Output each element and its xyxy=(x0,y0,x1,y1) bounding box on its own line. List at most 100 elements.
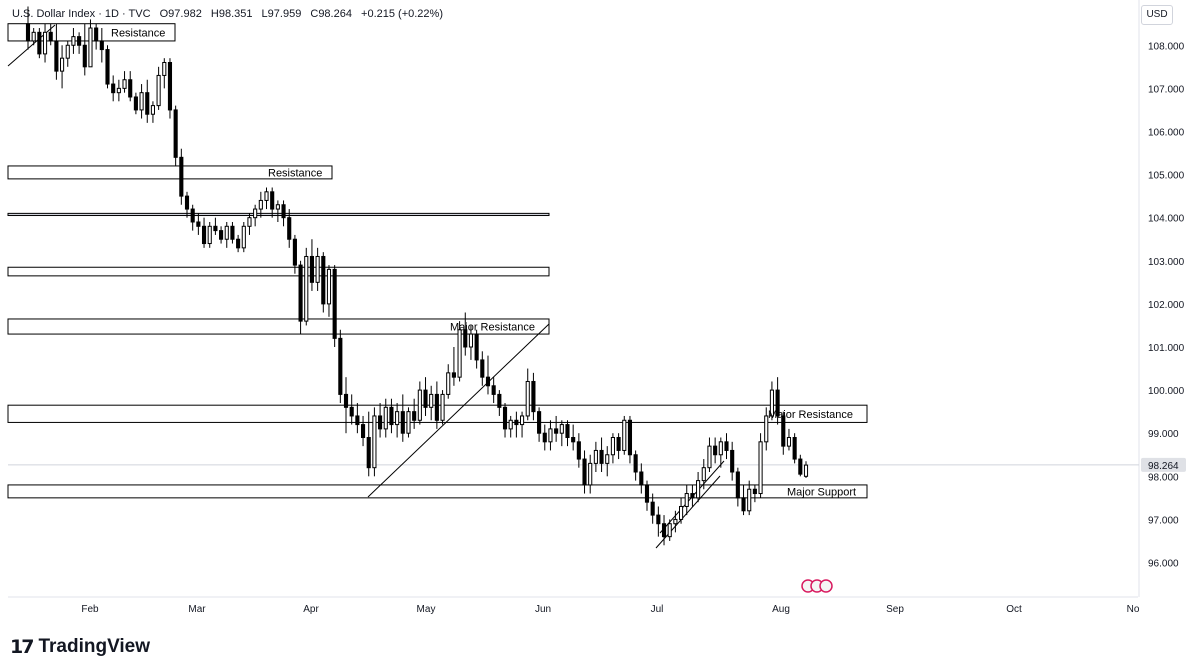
candle xyxy=(360,415,366,447)
candle xyxy=(236,234,241,253)
y-tick-label: 100.000 xyxy=(1148,386,1185,397)
candle-body xyxy=(468,333,474,348)
candle xyxy=(576,433,581,468)
candle xyxy=(133,92,138,115)
candle-body xyxy=(99,40,104,51)
candle xyxy=(389,398,394,434)
price-chart[interactable]: 108.000 107.000 106.000 105.000 104.000 103.0… xyxy=(0,0,1200,625)
x-tick-label: Feb xyxy=(81,604,99,615)
candle xyxy=(542,424,547,451)
candle xyxy=(519,411,525,438)
candle xyxy=(349,394,354,425)
candle-body xyxy=(287,217,292,240)
candle-body xyxy=(88,27,93,68)
candle-body xyxy=(588,462,593,486)
candle-body xyxy=(349,406,354,417)
candle-body xyxy=(735,471,740,499)
candle xyxy=(633,450,638,481)
zone-label: Major Support xyxy=(787,486,856,498)
candle xyxy=(94,23,99,50)
candle xyxy=(207,221,212,248)
candle xyxy=(150,101,155,123)
candle-body xyxy=(167,62,173,111)
zone-label: Major Resistance xyxy=(450,322,535,334)
candle-body xyxy=(451,372,456,378)
candle xyxy=(429,385,434,421)
candle-body xyxy=(474,333,479,361)
candle-body xyxy=(627,419,633,456)
currency-button[interactable]: USD xyxy=(1141,5,1173,25)
candle-body xyxy=(548,428,553,443)
candle-body xyxy=(576,441,581,460)
high-value: H98.351 xyxy=(210,8,253,20)
candle-body xyxy=(378,415,383,430)
candle xyxy=(747,480,752,516)
candle-body xyxy=(145,92,150,115)
candle xyxy=(468,325,474,360)
zone-rect xyxy=(7,318,550,335)
candle xyxy=(60,45,65,89)
candle xyxy=(525,368,530,421)
candle xyxy=(752,484,757,503)
candle-body xyxy=(593,449,598,464)
candle xyxy=(605,446,610,477)
y-tick-label: 103.000 xyxy=(1148,257,1185,268)
candle-body xyxy=(480,359,485,378)
candle-body xyxy=(94,27,99,42)
candle xyxy=(230,221,235,244)
candle xyxy=(201,217,207,248)
candle xyxy=(684,484,689,516)
candle xyxy=(241,221,246,253)
candle-body xyxy=(446,372,451,395)
candle-body xyxy=(190,208,195,223)
candle-body xyxy=(60,57,65,72)
candle xyxy=(701,459,706,490)
candle-body xyxy=(554,428,559,434)
candle-body xyxy=(82,44,87,68)
candle-body xyxy=(582,458,587,486)
candle xyxy=(332,265,337,347)
candle xyxy=(616,433,621,460)
candle-body xyxy=(724,441,729,451)
candle xyxy=(769,381,774,421)
candle xyxy=(775,377,780,425)
candle-body xyxy=(718,441,723,456)
candle xyxy=(661,515,667,546)
candle xyxy=(253,204,258,227)
candle xyxy=(548,420,553,451)
candle xyxy=(270,187,275,218)
open-value: O97.982 xyxy=(159,8,202,20)
candle xyxy=(412,398,417,429)
candle xyxy=(446,364,451,399)
candle-body xyxy=(406,411,411,434)
candle xyxy=(786,428,792,451)
candle xyxy=(122,71,127,93)
candle xyxy=(116,79,121,102)
candle-body xyxy=(219,230,224,240)
candle-body xyxy=(213,225,218,232)
candle xyxy=(298,260,303,335)
candle xyxy=(559,420,564,447)
candle xyxy=(582,450,587,494)
candle-body xyxy=(400,411,405,434)
candle xyxy=(366,411,371,477)
candle xyxy=(440,390,445,425)
candle-body xyxy=(372,415,377,469)
y-tick-label: 105.000 xyxy=(1148,171,1185,182)
x-tick-label: May xyxy=(417,604,436,615)
candle-body xyxy=(412,411,417,421)
x-tick-label: Oct xyxy=(1006,604,1022,615)
candle-body xyxy=(25,23,31,42)
candle-body xyxy=(730,449,735,473)
candle xyxy=(190,204,195,231)
x-tick-label: Aug xyxy=(772,604,790,615)
candle-body xyxy=(332,268,337,339)
candle-body xyxy=(656,514,661,525)
candle-body xyxy=(77,36,82,46)
candle-body xyxy=(224,225,229,240)
last-price-label: 98.264 xyxy=(1148,461,1179,472)
brand[interactable]: 17 TradingView xyxy=(10,636,150,658)
candle-body xyxy=(71,36,76,46)
candle xyxy=(423,377,428,416)
candle xyxy=(679,497,684,524)
